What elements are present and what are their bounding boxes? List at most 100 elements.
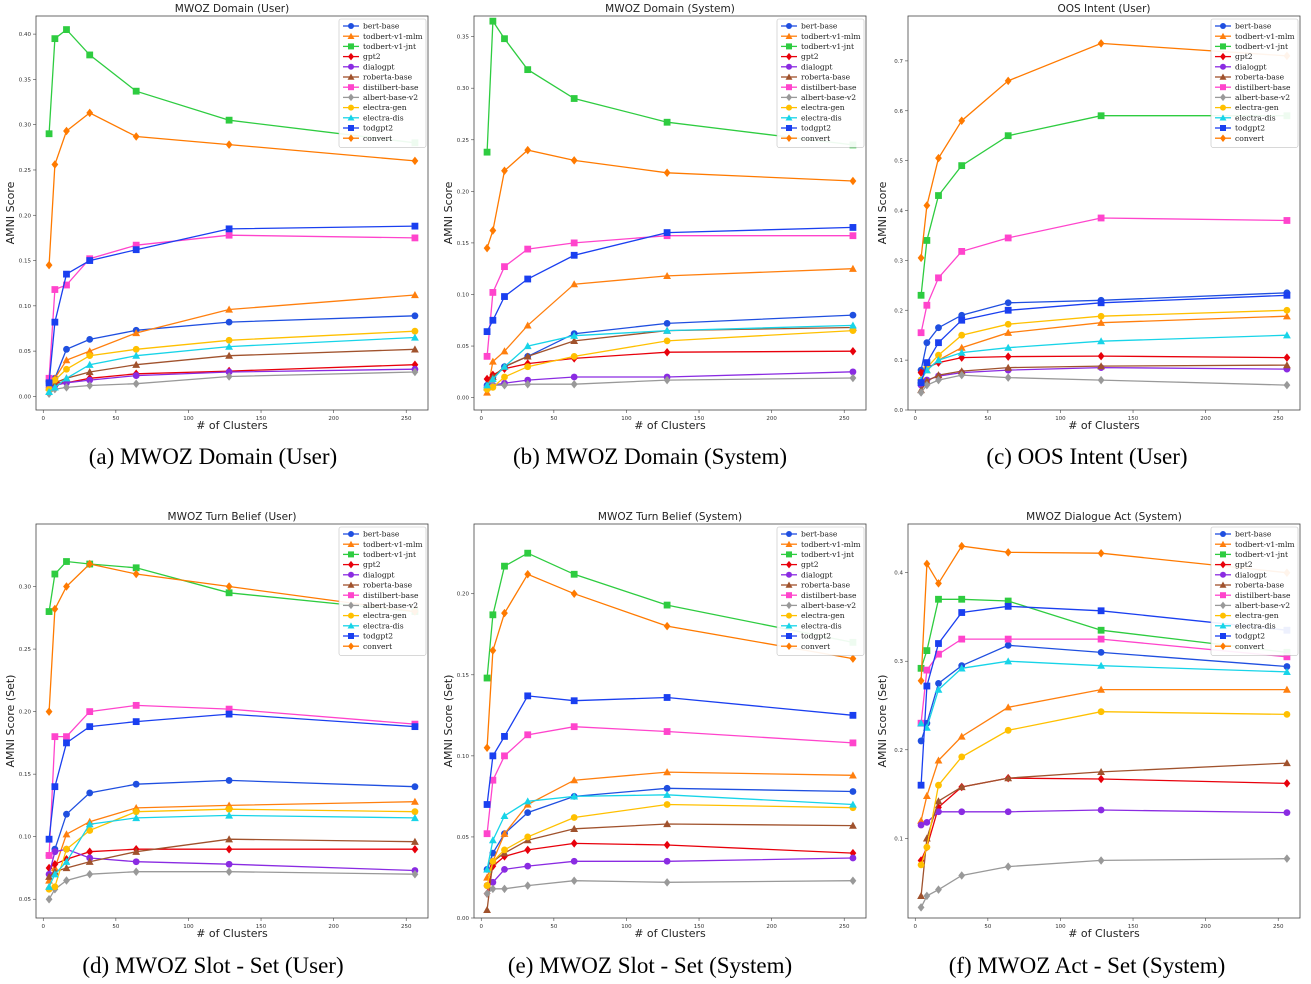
series-todbert-v1-mlm	[917, 685, 1291, 824]
y-tick-label: 0.35	[19, 77, 32, 83]
series-todgpt2	[917, 291, 1291, 386]
data-point	[917, 291, 925, 299]
data-point	[489, 316, 497, 324]
data-point	[1283, 291, 1291, 299]
data-point	[483, 148, 491, 156]
data-point	[917, 676, 925, 685]
legend-label: dialogpt	[1235, 570, 1267, 579]
data-point	[935, 324, 942, 332]
data-point	[917, 253, 925, 263]
legend-marker	[347, 581, 355, 588]
data-point	[524, 379, 532, 389]
legend-box	[338, 18, 427, 148]
data-point	[1004, 132, 1012, 140]
legend-box	[776, 18, 865, 148]
legend-marker	[786, 560, 792, 569]
legend-entry: convert	[343, 134, 392, 143]
legend-label: todbert-v1-mlm	[1235, 540, 1295, 549]
legend-entry: bert-base	[343, 22, 400, 31]
x-tick-label: 150	[1128, 924, 1139, 930]
data-point	[225, 582, 233, 591]
data-point	[1004, 774, 1013, 782]
data-point	[935, 153, 942, 163]
legend-entry: albert-base-v2	[343, 93, 418, 102]
data-point	[86, 51, 94, 59]
data-point	[483, 865, 491, 873]
data-point	[225, 318, 233, 326]
legend-box	[338, 526, 427, 656]
legend-entry: albert-base-v2	[1215, 93, 1290, 102]
x-tick-label: 100	[621, 416, 632, 422]
legend-entry: electra-gen	[781, 103, 845, 112]
data-point	[489, 776, 497, 784]
data-point	[935, 781, 942, 789]
legend-marker	[347, 114, 355, 121]
legend-entry: bert-base	[781, 530, 838, 539]
legend-marker	[1220, 551, 1226, 558]
data-point	[917, 903, 925, 912]
data-point	[1097, 299, 1105, 307]
y-tick-label: 0.3	[894, 258, 903, 264]
data-point	[1004, 548, 1012, 557]
legend-label: todbert-v1-jnt	[1235, 42, 1288, 51]
y-axis-label: AMNI Score (Set)	[442, 675, 455, 768]
data-point	[849, 232, 857, 240]
y-tick-label: 0.25	[457, 138, 470, 144]
y-tick-label: 0.30	[457, 86, 470, 92]
data-point	[1004, 363, 1013, 371]
chart-e-svg: MWOZ Turn Belief (System) 0 50 100 150 200 250…	[442, 511, 867, 940]
legend-marker	[348, 104, 354, 111]
legend-marker	[348, 592, 354, 599]
legend-marker	[785, 114, 793, 121]
data-point	[570, 379, 578, 389]
data-point	[225, 305, 234, 313]
data-point	[1283, 217, 1291, 224]
data-point	[1004, 703, 1013, 711]
legend-entry: dialogpt	[781, 570, 833, 579]
data-point	[1004, 299, 1012, 307]
chart-c-svg: OOS Intent (User) 0 50 100 150 200 250 0.0 0.1 0.…	[876, 3, 1301, 432]
legend-entry: todbert-v1-jnt	[343, 42, 416, 51]
legend-marker	[1220, 43, 1226, 50]
y-tick-label: 0.4	[894, 571, 903, 577]
y-axis-label: AMNI Score	[876, 181, 889, 244]
data-point	[501, 733, 508, 740]
legend-entry: convert	[781, 642, 830, 651]
legend-entry: bert-base	[1215, 530, 1272, 539]
legend-label: albert-base-v2	[363, 601, 418, 610]
data-point	[524, 731, 532, 739]
legend-marker	[786, 531, 792, 537]
data-point	[1097, 661, 1106, 669]
legend-marker	[1220, 134, 1226, 142]
legend-entry: albert-base-v2	[1215, 601, 1290, 610]
data-point	[1097, 312, 1105, 320]
data-point	[411, 814, 419, 822]
chart-panel-f: MWOZ Dialogue Act (System) 0 50 100 150 200 25…	[872, 508, 1311, 948]
legend-label: gpt2	[801, 560, 819, 569]
data-point	[957, 343, 966, 351]
chart-title: MWOZ Turn Belief (User)	[168, 511, 297, 523]
data-point	[958, 370, 966, 380]
data-point	[483, 882, 491, 889]
data-point	[500, 829, 509, 837]
legend-marker	[786, 592, 792, 599]
legend-entry: roberta-base	[1215, 581, 1285, 590]
legend: bert-basetodbert-v1-mlmtodbert-v1-jntgpt…	[776, 526, 865, 656]
series-todgpt2	[45, 222, 419, 387]
data-point	[523, 342, 532, 350]
data-point	[1004, 352, 1012, 361]
legend-label: electra-gen	[1235, 103, 1279, 112]
data-point	[51, 733, 59, 741]
data-point	[663, 272, 672, 280]
y-tick-label: 0.0	[894, 408, 903, 414]
data-point	[958, 595, 966, 603]
y-tick-label: 0.10	[457, 292, 470, 298]
legend-marker	[786, 571, 792, 578]
data-point	[1097, 768, 1106, 776]
legend-box	[776, 526, 865, 656]
data-point	[63, 733, 70, 741]
data-point	[62, 857, 71, 865]
data-point	[849, 739, 857, 747]
data-point	[1004, 328, 1013, 336]
legend-marker	[1220, 642, 1226, 650]
